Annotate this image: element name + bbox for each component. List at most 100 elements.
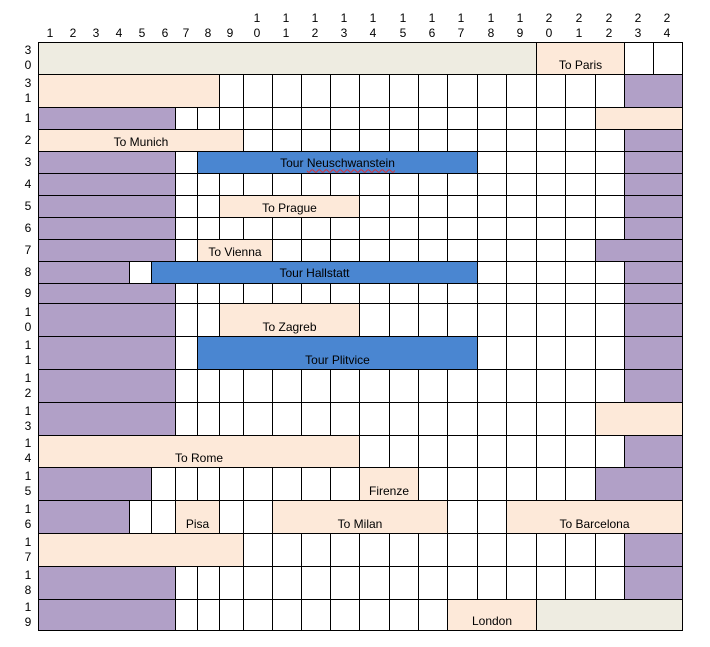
filled-cell-r4-purple-b[interactable] — [624, 173, 683, 196]
grid-cell[interactable] — [301, 217, 331, 240]
grid-cell[interactable] — [301, 402, 331, 436]
filled-cell-r5-purple[interactable] — [38, 195, 176, 218]
grid-cell[interactable] — [536, 283, 566, 304]
grid-cell[interactable] — [389, 239, 419, 262]
grid-cell[interactable] — [243, 173, 273, 196]
grid-cell[interactable] — [219, 467, 244, 501]
grid-cell[interactable] — [389, 74, 419, 108]
grid-cell[interactable] — [359, 283, 390, 304]
grid-cell[interactable] — [389, 303, 419, 337]
grid-cell[interactable] — [272, 283, 302, 304]
grid-cell[interactable] — [506, 239, 537, 262]
grid-cell[interactable] — [389, 173, 419, 196]
grid-cell[interactable] — [506, 533, 537, 567]
grid-cell[interactable] — [595, 217, 625, 240]
grid-cell[interactable] — [175, 402, 198, 436]
grid-cell[interactable] — [389, 599, 419, 631]
grid-cell[interactable] — [330, 217, 360, 240]
grid-cell[interactable] — [595, 283, 625, 304]
grid-cell[interactable] — [272, 217, 302, 240]
grid-cell[interactable] — [175, 336, 198, 370]
grid-cell[interactable] — [301, 566, 331, 600]
grid-cell[interactable] — [330, 599, 360, 631]
schedule-block-r30-paris[interactable]: To Paris — [536, 42, 625, 75]
grid-cell[interactable] — [418, 402, 448, 436]
grid-cell[interactable] — [536, 151, 566, 174]
grid-cell[interactable] — [536, 303, 566, 337]
grid-cell[interactable] — [536, 217, 566, 240]
grid-cell[interactable] — [447, 195, 478, 218]
grid-cell[interactable] — [565, 566, 596, 600]
grid-cell[interactable] — [197, 173, 220, 196]
grid-cell[interactable] — [219, 500, 244, 534]
grid-cell[interactable] — [359, 173, 390, 196]
grid-cell[interactable] — [175, 173, 198, 196]
grid-cell[interactable] — [418, 566, 448, 600]
grid-cell[interactable] — [536, 402, 566, 436]
grid-cell[interactable] — [219, 283, 244, 304]
filled-cell-r11-purple-b[interactable] — [624, 336, 683, 370]
grid-cell[interactable] — [219, 369, 244, 403]
filled-cell-r6-purple-b[interactable] — [624, 217, 683, 240]
grid-cell[interactable] — [301, 467, 331, 501]
grid-cell[interactable] — [447, 369, 478, 403]
grid-cell[interactable] — [330, 129, 360, 152]
grid-cell[interactable] — [243, 402, 273, 436]
grid-cell[interactable] — [565, 261, 596, 284]
grid-cell[interactable] — [565, 533, 596, 567]
grid-cell[interactable] — [565, 107, 596, 130]
grid-cell[interactable] — [359, 74, 390, 108]
filled-cell-r11-purple[interactable] — [38, 336, 176, 370]
grid-cell[interactable] — [447, 173, 478, 196]
grid-cell[interactable] — [175, 303, 198, 337]
grid-cell[interactable] — [175, 369, 198, 403]
grid-cell[interactable] — [219, 599, 244, 631]
schedule-block-r15-firenze[interactable]: Firenze — [359, 467, 419, 501]
filled-cell-r15-purple-b[interactable] — [595, 467, 683, 501]
grid-cell[interactable] — [175, 599, 198, 631]
grid-cell[interactable] — [447, 129, 478, 152]
grid-cell[interactable] — [447, 74, 478, 108]
grid-cell[interactable] — [447, 435, 478, 468]
grid-cell[interactable] — [151, 467, 176, 501]
grid-cell[interactable] — [418, 303, 448, 337]
filled-cell-r1-purple[interactable] — [38, 107, 176, 130]
filled-cell-r31-peach[interactable] — [38, 74, 220, 108]
grid-cell[interactable] — [243, 467, 273, 501]
grid-cell[interactable] — [506, 435, 537, 468]
grid-cell[interactable] — [129, 261, 152, 284]
grid-cell[interactable] — [595, 369, 625, 403]
grid-cell[interactable] — [595, 303, 625, 337]
grid-cell[interactable] — [506, 151, 537, 174]
filled-cell-r30-beige-a[interactable] — [38, 42, 537, 75]
grid-cell[interactable] — [359, 435, 390, 468]
grid-cell[interactable] — [330, 369, 360, 403]
grid-cell[interactable] — [389, 129, 419, 152]
grid-cell[interactable] — [418, 283, 448, 304]
grid-cell[interactable] — [175, 566, 198, 600]
grid-cell[interactable] — [477, 217, 507, 240]
grid-cell[interactable] — [477, 239, 507, 262]
grid-cell[interactable] — [565, 129, 596, 152]
grid-cell[interactable] — [359, 566, 390, 600]
grid-cell[interactable] — [330, 173, 360, 196]
grid-cell[interactable] — [389, 107, 419, 130]
grid-cell[interactable] — [506, 467, 537, 501]
grid-cell[interactable] — [219, 74, 244, 108]
grid-cell[interactable] — [477, 195, 507, 218]
grid-cell[interactable] — [175, 283, 198, 304]
schedule-block-r11-tour[interactable]: Tour Plitvice — [197, 336, 478, 370]
grid-cell[interactable] — [506, 336, 537, 370]
grid-cell[interactable] — [389, 566, 419, 600]
schedule-block-r8-tour[interactable]: Tour Hallstatt — [151, 261, 478, 284]
grid-cell[interactable] — [477, 74, 507, 108]
grid-cell[interactable] — [418, 195, 448, 218]
grid-cell[interactable] — [536, 239, 566, 262]
grid-cell[interactable] — [359, 107, 390, 130]
grid-cell[interactable] — [330, 533, 360, 567]
grid-cell[interactable] — [653, 42, 683, 75]
grid-cell[interactable] — [565, 74, 596, 108]
grid-cell[interactable] — [359, 129, 390, 152]
grid-cell[interactable] — [506, 261, 537, 284]
grid-cell[interactable] — [477, 303, 507, 337]
